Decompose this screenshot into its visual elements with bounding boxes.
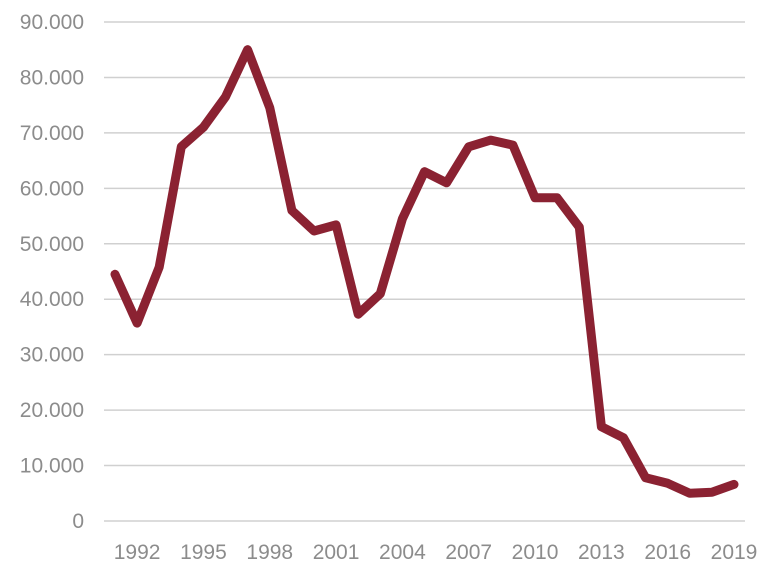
gridlines [104, 21, 745, 522]
x-tick-label: 2013 [578, 541, 625, 564]
data-line [110, 45, 739, 498]
y-tick-label: 90.000 [20, 11, 84, 34]
x-tick-label: 2010 [512, 541, 559, 564]
y-tick-label: 20.000 [20, 399, 84, 422]
y-tick-label: 80.000 [20, 66, 84, 89]
y-tick-label: 50.000 [20, 233, 84, 256]
y-tick-label: 10.000 [20, 455, 84, 478]
x-tick-label: 1992 [114, 541, 161, 564]
y-axis-labels: 0 10.000 20.000 30.000 40.000 50.000 60.000 70.… [20, 11, 84, 533]
x-tick-label: 2016 [644, 541, 691, 564]
x-tick-label: 2001 [313, 541, 360, 564]
y-tick-label: 70.000 [20, 122, 84, 145]
x-tick-label: 2007 [445, 541, 492, 564]
y-tick-label: 40.000 [20, 288, 84, 311]
x-tick-label: 2004 [379, 541, 426, 564]
x-axis-labels: 1992 1995 1998 2001 2004 2007 2010 2013 2016 2019 [114, 541, 758, 564]
x-tick-label: 1998 [246, 541, 293, 564]
y-tick-label: 0 [72, 510, 84, 533]
y-tick-label: 60.000 [20, 177, 84, 200]
y-tick-label: 30.000 [20, 344, 84, 367]
x-tick-label: 1995 [180, 541, 227, 564]
x-tick-label: 2019 [711, 541, 758, 564]
